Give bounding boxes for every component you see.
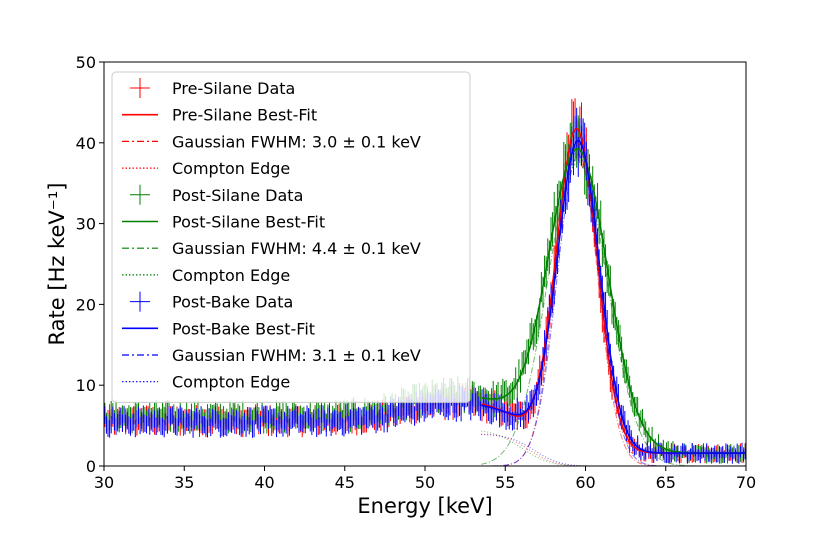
- y-tick-label: 40: [76, 134, 96, 153]
- x-axis-label: Energy [keV]: [357, 494, 492, 518]
- legend-item: Pre-Silane Best-Fit: [122, 106, 317, 125]
- legend: Pre-Silane Data Pre-Silane Best-Fit Gaussi…: [111, 71, 471, 403]
- y-tick-label: 10: [76, 376, 96, 395]
- legend-item: Gaussian FWHM: 3.0 ± 0.1 keV: [122, 132, 421, 151]
- legend-label: Post-Silane Best-Fit: [172, 213, 325, 232]
- legend-label: Post-Silane Data: [172, 186, 303, 205]
- legend-item: Gaussian FWHM: 3.1 ± 0.1 keV: [122, 346, 421, 365]
- legend-label: Gaussian FWHM: 4.4 ± 0.1 keV: [172, 239, 421, 258]
- legend-label: Gaussian FWHM: 3.1 ± 0.1 keV: [172, 346, 421, 365]
- x-tick-label: 30: [94, 473, 114, 492]
- x-tick-label: 40: [254, 473, 274, 492]
- legend-item: Compton Edge: [122, 266, 290, 285]
- x-tick-label: 45: [335, 473, 355, 492]
- plot-area: [104, 98, 746, 466]
- y-axis-label: Rate [Hz keV⁻¹]: [45, 183, 69, 346]
- fit-curve-post_bake: [481, 139, 746, 454]
- x-tick-label: 50: [415, 473, 435, 492]
- x-tick-label: 60: [575, 473, 595, 492]
- legend-label: Gaussian FWHM: 3.0 ± 0.1 keV: [172, 132, 421, 151]
- axis-ticks: 30 35 40 45 50 55 60 65 70 0 10 20 30 40 50: [76, 53, 757, 492]
- legend-label: Post-Bake Best-Fit: [172, 319, 315, 338]
- legend-item: Pre-Silane Data: [130, 78, 295, 98]
- legend-item: Post-Silane Data: [130, 184, 303, 205]
- gaussian-curve-post_bake: [481, 154, 746, 466]
- x-tick-label: 70: [736, 473, 756, 492]
- compton-curve-post_silane: [481, 430, 746, 466]
- legend-box: [111, 71, 471, 403]
- compton-curve-post_bake: [481, 434, 746, 466]
- legend-item: Post-Bake Best-Fit: [122, 319, 315, 338]
- x-tick-label: 55: [495, 473, 515, 492]
- legend-label: Post-Bake Data: [172, 293, 293, 312]
- legend-item: Post-Bake Data: [130, 291, 293, 312]
- x-tick-label: 65: [656, 473, 676, 492]
- series-layer: [104, 98, 746, 466]
- y-tick-label: 50: [76, 53, 96, 72]
- legend-item: Compton Edge: [122, 159, 290, 178]
- legend-label: Compton Edge: [172, 159, 290, 178]
- legend-label: Compton Edge: [172, 373, 290, 392]
- legend-label: Pre-Silane Best-Fit: [172, 106, 317, 125]
- x-tick-label: 35: [174, 473, 194, 492]
- legend-label: Pre-Silane Data: [172, 79, 295, 98]
- legend-item: Gaussian FWHM: 4.4 ± 0.1 keV: [122, 239, 421, 258]
- y-tick-label: 30: [76, 215, 96, 234]
- legend-item: Compton Edge: [122, 373, 290, 392]
- legend-label: Compton Edge: [172, 266, 290, 285]
- y-tick-label: 0: [86, 457, 96, 476]
- legend-item: Post-Silane Best-Fit: [122, 213, 325, 232]
- y-tick-label: 20: [76, 295, 96, 314]
